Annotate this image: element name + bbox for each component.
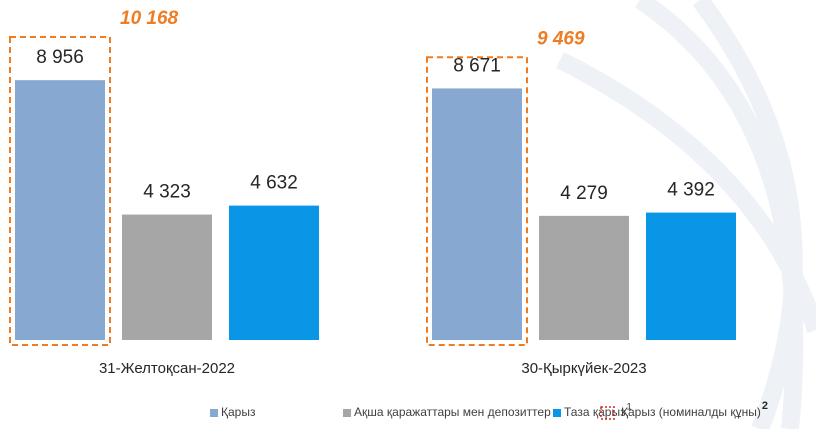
nominal-label: 9 469 (537, 28, 585, 49)
legend-swatch (600, 406, 615, 420)
bar (122, 214, 212, 340)
legend-label: Таза қарыз (564, 405, 626, 419)
value-label: 4 279 (560, 183, 608, 204)
nominal-box (426, 56, 528, 347)
value-label: 8 956 (36, 47, 84, 68)
value-label: 4 323 (143, 182, 191, 203)
nominal-box (9, 36, 111, 346)
background-decoration (555, 0, 816, 429)
bar (15, 80, 105, 340)
legend-swatch (210, 409, 218, 417)
category-label: 30-Қыркүйек-2023 (521, 360, 646, 377)
value-label: 4 392 (667, 180, 715, 201)
bar (432, 88, 522, 340)
legend-footnote: 1 (627, 401, 632, 411)
legend-footnote: 2 (762, 400, 768, 412)
legend-label: Ақша қаражаттары мен депозиттер (354, 405, 551, 419)
value-label: 4 632 (250, 173, 298, 194)
nominal-label: 10 168 (120, 8, 179, 29)
legend-swatch (343, 409, 351, 417)
bar (229, 205, 319, 340)
legend-label: Қарыз (номиналды құны) (621, 405, 761, 419)
value-label: 8 671 (453, 55, 501, 76)
bar (539, 215, 629, 340)
category-label: 31-Желтоқсан-2022 (99, 360, 235, 377)
bar (646, 212, 736, 340)
legend-swatch (553, 409, 561, 417)
legend-label: Қарыз (221, 405, 256, 419)
